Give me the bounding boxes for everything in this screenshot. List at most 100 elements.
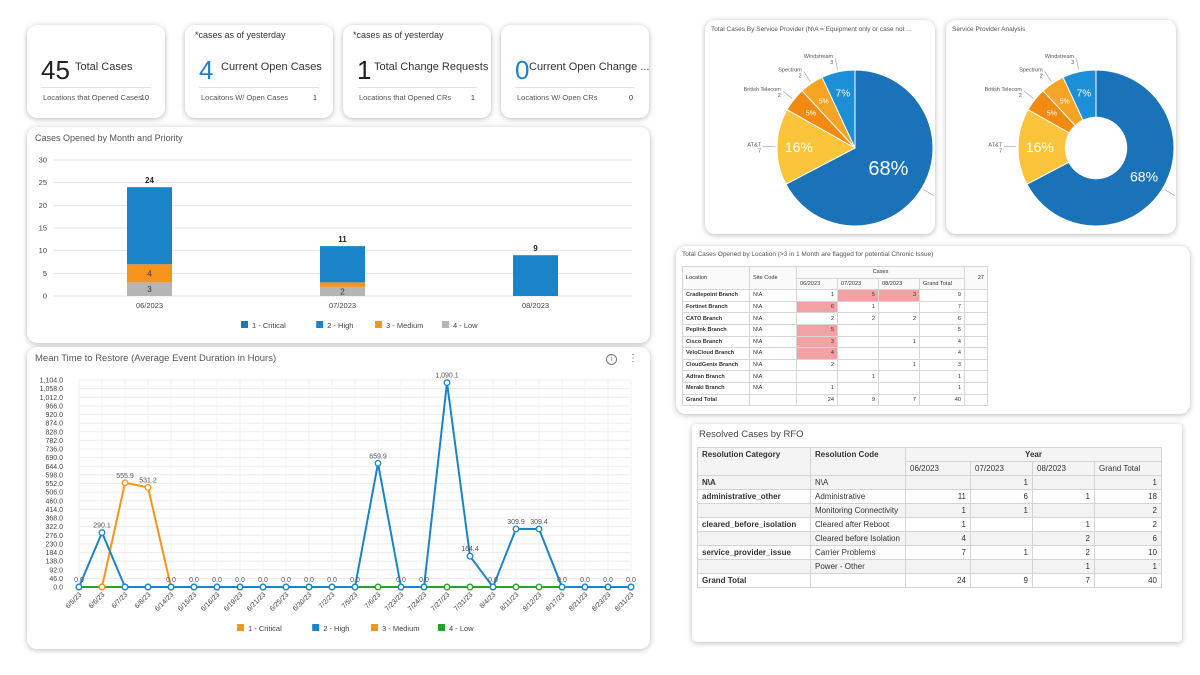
point-label: 0.0 [281,577,291,584]
month-count-cell: 1 [796,381,838,395]
table-row: VeloCloud Branch N\A 4 4 [682,347,988,360]
slice-category-label: Windstream [804,54,834,60]
month-count-cell: 4 [796,347,838,360]
series-point [558,583,566,591]
slice-category-label: Windstream [1045,54,1075,60]
pie-slice [785,69,934,227]
point-label: 0.0 [557,577,567,584]
series-point [466,552,474,560]
point-label: 0.0 [212,577,222,584]
info-icon[interactable]: i [606,354,618,365]
col-month: 08/2023 [1032,461,1095,476]
slice-count-label: 2 [1019,93,1022,99]
site-code-cell: N\A [749,300,797,314]
legend-label: 2 - High [327,321,353,330]
bar-total-label: 11 [338,235,347,244]
kpi-note: *cases as of yesterday [353,30,444,40]
slice-category-label: Spectrum [1019,68,1043,74]
slice-label: 5% [806,111,816,118]
pie2-title: Service Provider Analysis [952,26,1026,33]
location-table-title: Total Cases Opened by Location (>3 in 1 … [682,251,934,258]
table-row: administrative_other Administrative 11 6 1 18 [697,489,1162,504]
point-label: 0.0 [189,577,199,584]
grand-total-cell: 4 [919,347,965,360]
x-tick-label: 07/2023 [329,301,356,310]
grand-total-cell: 40 [919,393,965,407]
y-tick-label: 598.0 [45,472,63,479]
x-tick-label: 08/2023 [522,301,549,310]
x-tick-label: 7/27/23 [430,591,452,613]
x-tick-label: 8/12/23 [522,591,544,613]
col-year: Year [905,447,1162,462]
series-point [144,583,152,591]
table-row: Power - Other 1 1 [697,559,1162,574]
bar-segment [127,187,172,265]
slice-label: 7% [1077,88,1092,99]
slice-category-label: British Telecom [985,87,1023,93]
bar-segment [513,255,558,296]
y-tick-label: 966.0 [45,403,63,410]
month-count-cell [878,300,920,314]
month-count-cell [837,381,879,395]
point-label: 309.4 [530,519,548,526]
series-point [604,583,612,591]
month-count-cell: 6 [970,489,1033,504]
pie-slice [821,69,856,149]
series-line [101,481,172,588]
x-tick-label: 7/5/23 [341,591,360,610]
grand-total-cell: 7 [919,300,965,314]
y-tick-label: 30 [39,156,47,165]
table-row: N\A N\A 1 1 [697,475,1162,490]
y-tick-label: 552.0 [45,481,63,488]
x-tick-label: 8/23/23 [591,591,613,613]
x-tick-label: 8/21/23 [568,591,590,613]
series-point [213,583,221,591]
location-cell: Cradlepoint Branch [682,289,750,302]
slice-category-label: AT&T [988,143,1002,149]
month-count-cell: 3 [796,335,838,349]
month-count-cell: 2 [1032,545,1095,560]
point-label: 0.0 [626,577,636,584]
point-label: 0.0 [580,577,590,584]
series-point [535,583,543,591]
grand-total-row: Grand Total 24 9 7 40 [682,393,988,407]
point-label: 0.0 [350,577,360,584]
kpi-total-change-requests[interactable]: *cases as of yesterday 1 Total Change Re… [343,25,491,118]
resolution-category-cell [697,503,811,518]
grand-total-cell: 1 [1094,559,1162,574]
leader-line [782,90,793,99]
donut-hole [1064,116,1128,180]
kpi-note: *cases as of yesterday [195,30,286,40]
kpi-value: 1 [357,55,372,85]
y-tick-label: 322.0 [45,524,63,531]
kpi-total-cases[interactable]: 45 Total Cases Locations that Opened Cas… [27,25,165,118]
slice-label: 5% [819,99,829,106]
resolution-category-cell: cleared_before_isolation [697,517,811,532]
col-resolution-category: Resolution Category [697,447,811,476]
col-sort-total[interactable]: 27 [964,265,988,291]
location-cell: CATO Branch [682,312,750,325]
resolution-category-cell [697,531,811,546]
series-point [190,583,198,591]
table-row: Adtran Branch N\A 1 1 [682,370,988,383]
kpi-current-open-change-requests[interactable]: 0 Current Open Change ... Locations W/ O… [501,25,649,118]
slice-count-label: 2 [778,93,781,99]
location-cell: Adtran Branch [682,370,750,383]
series-point [144,483,152,491]
location-cell: Fortinet Branch [682,300,750,314]
month-total-cell: 7 [878,393,920,407]
x-tick-label: 6/16/23 [200,591,222,613]
kebab-menu-icon[interactable]: ⋮ [628,353,638,364]
bar-segment [320,282,365,287]
bar-segment [127,264,172,283]
site-code-cell: N\A [749,358,797,372]
kpi-current-open-cases[interactable]: *cases as of yesterday 4 Current Open Ca… [185,25,333,118]
kpi-sub-value: 1 [470,93,475,102]
legend-swatch [241,321,248,328]
point-label: 164.4 [461,546,479,553]
kpi-value: 45 [41,55,70,85]
series-point [236,583,244,591]
y-tick-label: 5 [43,269,47,278]
resolution-code-cell: Administrative [810,489,906,504]
legend-label: 2 - High [323,624,349,633]
